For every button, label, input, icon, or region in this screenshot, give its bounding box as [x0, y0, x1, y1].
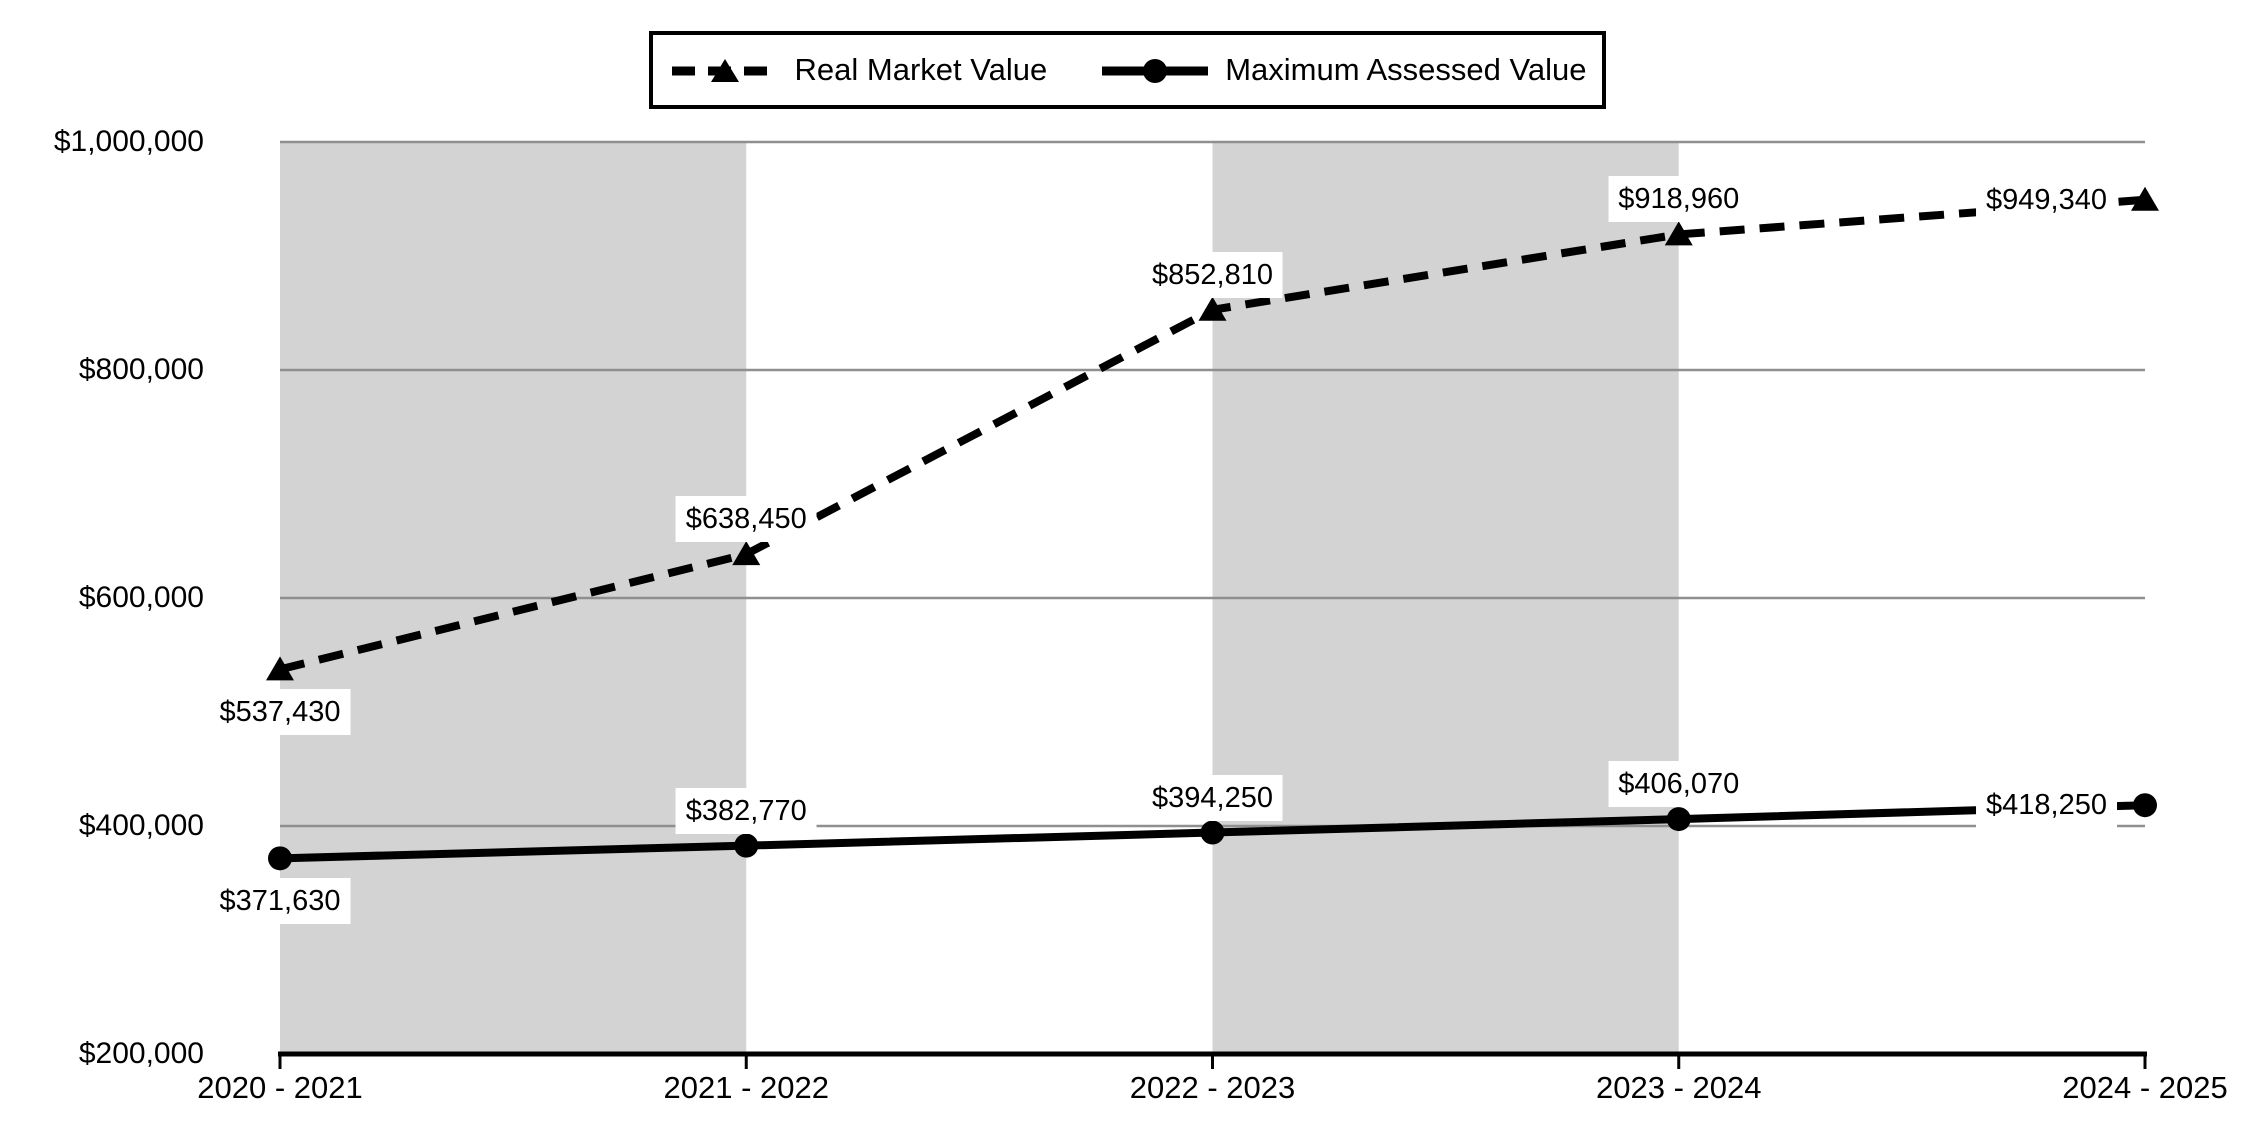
legend-item-real-market-value: Real Market Value — [669, 52, 1048, 88]
marker-circle — [2133, 793, 2157, 818]
legend-label-real-market-value: Real Market Value — [794, 52, 1048, 87]
marker-circle — [734, 833, 759, 858]
marker-circle — [268, 846, 292, 871]
marker-triangle — [2131, 186, 2159, 211]
marker-triangle — [266, 656, 294, 681]
marker-triangle — [1664, 221, 1693, 246]
solid-line-circle-icon — [1102, 59, 1209, 83]
dashed-line-triangle-icon — [671, 59, 778, 82]
legend-label-maximum-assessed-value: Maximum Assessed Value — [1225, 52, 1587, 87]
chart-legend: Real Market Value Maximum Assessed Value — [649, 31, 1606, 109]
legend-item-maximum-assessed-value: Maximum Assessed Value — [1099, 52, 1586, 88]
marker-circle — [1200, 820, 1225, 845]
marker-triangle — [1198, 296, 1227, 321]
marker-triangle — [732, 541, 761, 566]
marker-circle — [1666, 807, 1691, 832]
